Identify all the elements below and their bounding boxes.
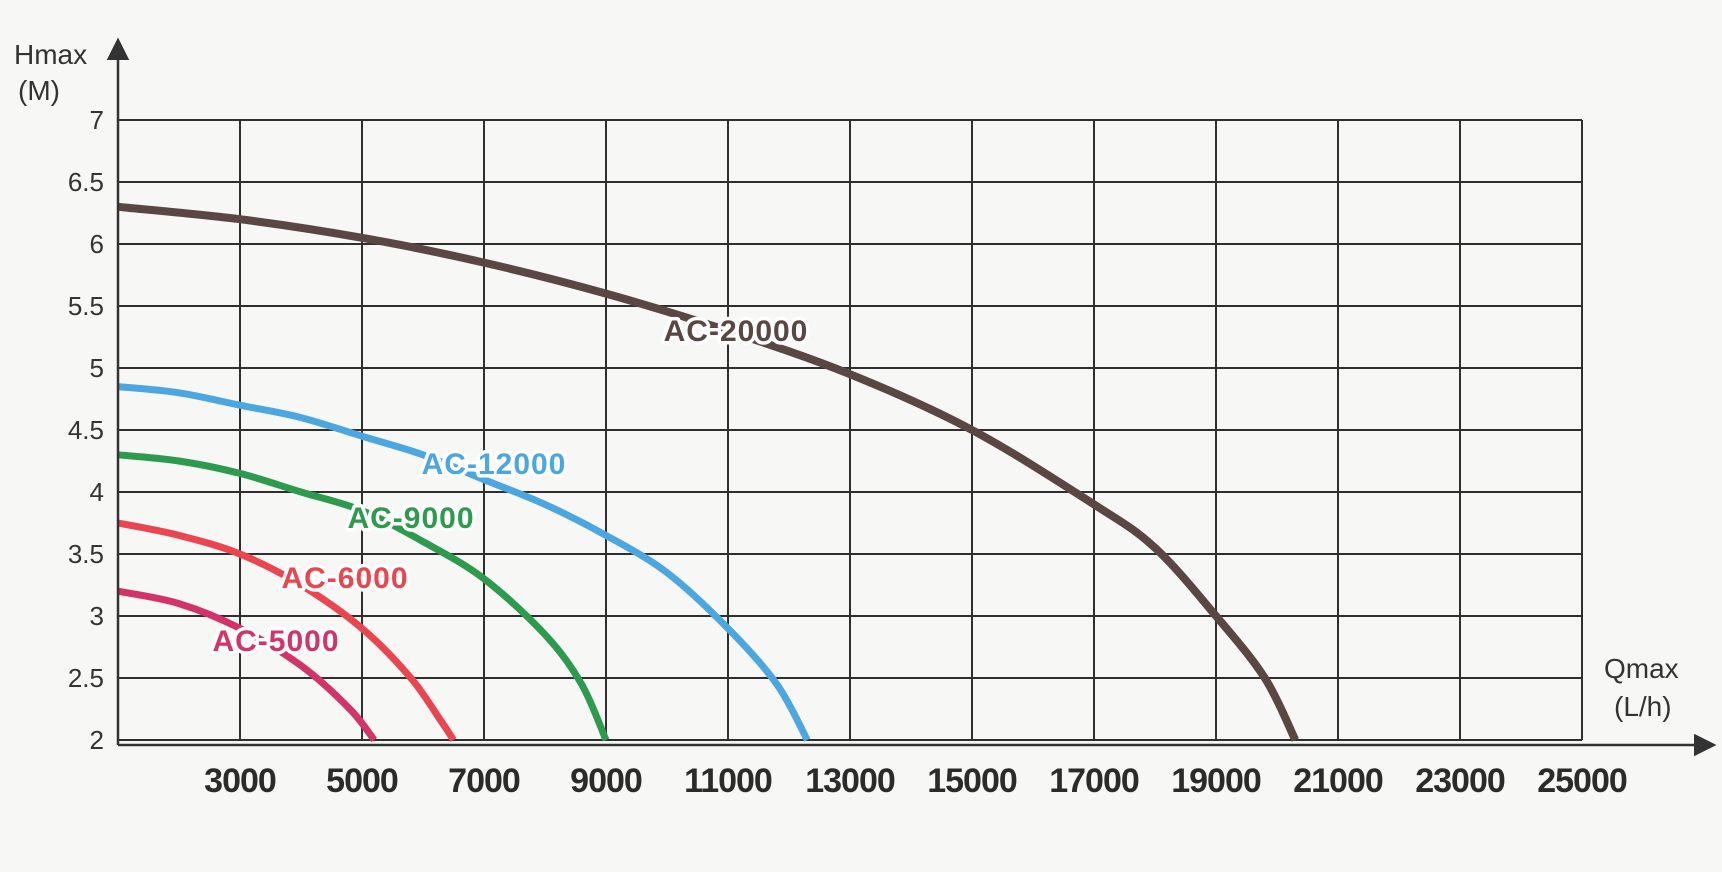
axis-labels: Hmax (M) Qmax (L/h)	[14, 39, 1679, 722]
series-label-ac-6000: AC-6000	[281, 562, 408, 595]
x-tick-label: 15000	[927, 762, 1017, 800]
series-label-ac-5000: AC-5000	[212, 625, 339, 658]
x-tick-label: 17000	[1049, 762, 1139, 800]
x-tick-label: 19000	[1171, 762, 1261, 800]
y-tick-label: 3.5	[68, 539, 104, 569]
x-tick-label: 23000	[1415, 762, 1505, 800]
series-line-ac-20000	[117, 202, 1299, 742]
y-tick-label: 6.5	[68, 167, 104, 197]
y-tick-label: 5.5	[68, 291, 104, 321]
x-axis-unit: (L/h)	[1614, 691, 1672, 722]
y-tick-label: 7	[90, 105, 104, 135]
series-line-ac-9000	[117, 451, 610, 742]
y-tick-label: 5	[90, 353, 104, 383]
x-tick-label: 9000	[570, 762, 642, 800]
x-tick-label: 11000	[684, 762, 772, 800]
y-tick-label: 4.5	[68, 415, 104, 445]
x-tick-label: 7000	[448, 762, 520, 800]
series-line-ac-12000	[117, 383, 811, 742]
y-axis-label: Hmax	[14, 39, 87, 70]
series-line-ac-5000	[117, 587, 377, 743]
y-axis-unit: (M)	[18, 75, 60, 106]
y-tick-label: 3	[90, 601, 104, 631]
x-axis-label: Qmax	[1604, 653, 1679, 684]
x-tick-label: 21000	[1293, 762, 1383, 800]
x-tick-label: 5000	[326, 762, 398, 800]
axes	[106, 37, 1717, 757]
y-tick-label: 6	[90, 229, 104, 259]
x-tick-label: 3000	[204, 762, 276, 800]
series-line-ac-6000	[117, 519, 457, 742]
x-tick-label: 25000	[1537, 762, 1627, 800]
y-tick-label: 2.5	[68, 663, 104, 693]
x-tick-labels: 3000 5000 7000 9000 11000 13000 15000 17000 1900…	[204, 762, 1628, 800]
series-label-ac-20000: AC-20000	[664, 315, 809, 348]
series-labels: AC-5000 AC-6000 AC-9000 AC-12000 AC-20000	[209, 312, 811, 662]
series-group	[117, 202, 1299, 743]
series-label-ac-12000: AC-12000	[422, 448, 567, 481]
y-tick-labels: 2 2.5 3 3.5 4 4.5 5 5.5 6 6.5 7	[68, 105, 104, 755]
y-tick-label: 4	[90, 477, 104, 507]
series-label-ac-9000: AC-9000	[347, 502, 474, 535]
x-tick-label: 13000	[805, 762, 895, 800]
y-tick-label: 2	[90, 725, 104, 755]
grid	[118, 119, 1583, 741]
